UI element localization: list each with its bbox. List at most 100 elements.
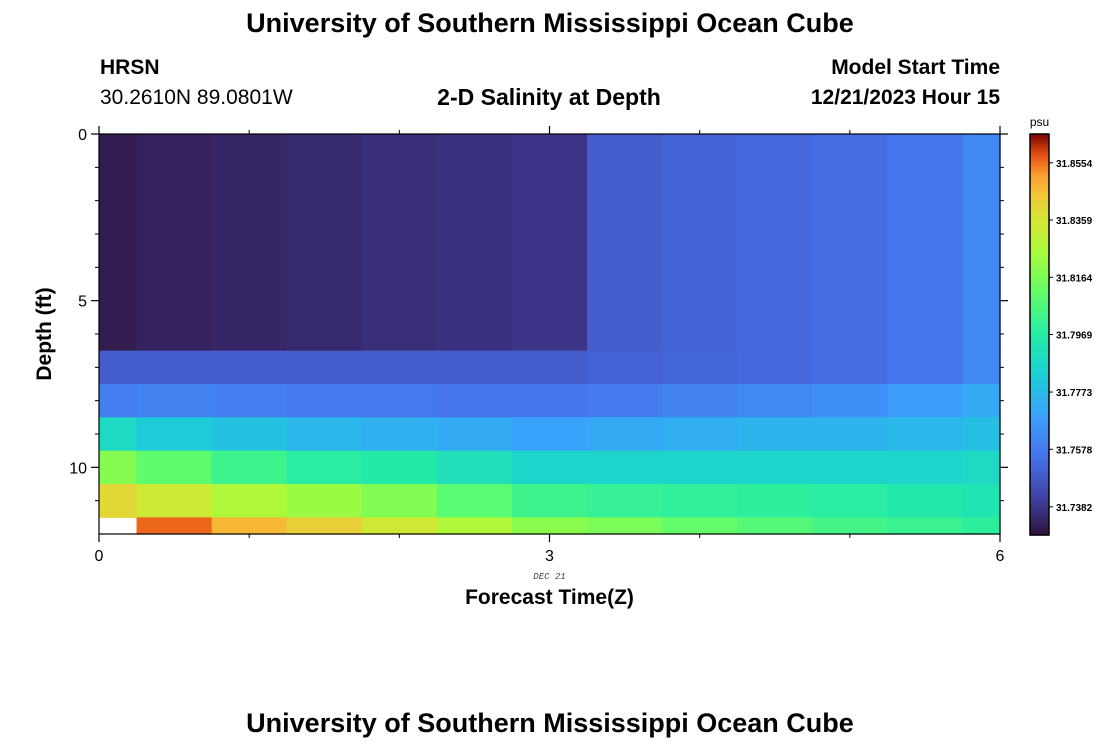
colorbar-segment — [1030, 191, 1049, 195]
heatmap-cell — [99, 350, 138, 385]
heatmap-cell — [211, 517, 288, 535]
heatmap-cell — [361, 417, 438, 452]
heatmap-cell — [211, 384, 288, 418]
colorbar-segment — [1030, 344, 1049, 348]
colorbar-tick-label: 31.8359 — [1056, 216, 1093, 227]
colorbar-segment — [1030, 296, 1049, 301]
colorbar-segment — [1030, 141, 1049, 145]
colorbar-segment — [1030, 211, 1049, 215]
colorbar-segment — [1030, 374, 1049, 378]
colorbar-segment — [1030, 234, 1049, 238]
colorbar-segment — [1030, 377, 1049, 381]
colorbar-segment — [1030, 457, 1049, 461]
colorbar-segment — [1030, 136, 1049, 140]
heatmap-cell — [286, 517, 363, 535]
heatmap-cell — [99, 384, 138, 418]
colorbar-segment — [1030, 372, 1049, 376]
colorbar-segment — [1030, 299, 1049, 303]
colorbar-segment — [1030, 387, 1049, 391]
heatmap-cell — [211, 417, 288, 452]
colorbar-segment — [1030, 337, 1049, 341]
colorbar-segment — [1030, 284, 1049, 288]
colorbar-segment — [1030, 201, 1049, 205]
colorbar-segment — [1030, 422, 1049, 426]
colorbar-segment — [1030, 342, 1049, 346]
heatmap-cell — [99, 450, 138, 485]
colorbar-tick-label: 31.7969 — [1056, 331, 1093, 342]
colorbar-segment — [1030, 527, 1049, 531]
colorbar-segment — [1030, 502, 1049, 506]
colorbar-segment — [1030, 467, 1049, 471]
colorbar-segment — [1030, 279, 1049, 283]
colorbar-segment — [1030, 311, 1049, 316]
colorbar-segment — [1030, 444, 1049, 448]
heatmap-cell — [962, 450, 1001, 485]
colorbar-segment — [1030, 149, 1049, 153]
colorbar-segment — [1030, 204, 1049, 208]
colorbar-segment — [1030, 231, 1049, 235]
colorbar-segment — [1030, 519, 1049, 524]
colorbar-segment — [1030, 261, 1049, 265]
colorbar-segment — [1030, 362, 1049, 366]
colorbar-segment — [1030, 409, 1049, 413]
heatmap-cell — [662, 450, 738, 485]
colorbar-segment — [1030, 321, 1049, 326]
heatmap-cell — [887, 517, 964, 535]
colorbar-segment — [1030, 171, 1049, 175]
heatmap-cell — [812, 484, 888, 518]
colorbar-segment — [1030, 517, 1049, 521]
colorbar-segment — [1030, 154, 1049, 158]
colorbar-segment — [1030, 166, 1049, 170]
colorbar-segment — [1030, 249, 1049, 253]
heatmap-cell — [587, 350, 663, 385]
colorbar-segment — [1030, 499, 1049, 504]
colorbar-tick-label: 31.7578 — [1056, 445, 1093, 456]
heatmap-cell — [962, 350, 1001, 385]
heatmap-cell — [286, 384, 363, 418]
heatmap-cell — [99, 417, 138, 452]
colorbar-segment — [1030, 144, 1049, 148]
heatmap-cell — [436, 384, 513, 418]
heatmap-cell — [361, 384, 438, 418]
heatmap-cell — [511, 384, 588, 418]
heatmap-cell — [962, 484, 1001, 518]
colorbar-segment — [1030, 494, 1049, 499]
heatmap-cell — [962, 417, 1001, 452]
colorbar-segment — [1030, 484, 1049, 488]
colorbar-segment — [1030, 226, 1049, 230]
heatmap-cell — [587, 417, 663, 452]
colorbar-segment — [1030, 394, 1049, 398]
heatmap-cell — [136, 134, 213, 352]
colorbar-segment — [1030, 174, 1049, 178]
heatmap-cell — [99, 134, 138, 352]
colorbar-segment — [1030, 424, 1049, 428]
colorbar-segment — [1030, 504, 1049, 509]
colorbar-segment — [1030, 474, 1049, 478]
colorbar-segment — [1030, 181, 1049, 185]
colorbar-tick-label: 31.8164 — [1056, 273, 1093, 284]
heatmap-cell — [286, 450, 363, 485]
colorbar-segment — [1030, 314, 1049, 318]
colorbar-segment — [1030, 482, 1049, 486]
heatmap-cell — [962, 134, 1001, 352]
colorbar-segment — [1030, 439, 1049, 443]
heatmap-cell — [737, 450, 813, 485]
colorbar-segment — [1030, 309, 1049, 313]
plot-title: 2-D Salinity at Depth — [437, 84, 661, 110]
heatmap-cell — [286, 134, 363, 352]
heatmap-cell — [136, 350, 213, 385]
colorbar-segment — [1030, 427, 1049, 431]
colorbar-segment — [1030, 507, 1049, 511]
colorbar-segment — [1030, 241, 1049, 245]
colorbar-segment — [1030, 139, 1049, 143]
heatmap-cell — [737, 517, 813, 535]
colorbar-segment — [1030, 319, 1049, 323]
colorbar-segment — [1030, 269, 1049, 273]
colorbar-segment — [1030, 454, 1049, 458]
heatmap-cell — [812, 450, 888, 485]
heatmap-cell — [361, 450, 438, 485]
colorbar-segment — [1030, 349, 1049, 353]
colorbar-segment — [1030, 209, 1049, 213]
colorbar-segment — [1030, 462, 1049, 466]
colorbar-segment — [1030, 306, 1049, 311]
